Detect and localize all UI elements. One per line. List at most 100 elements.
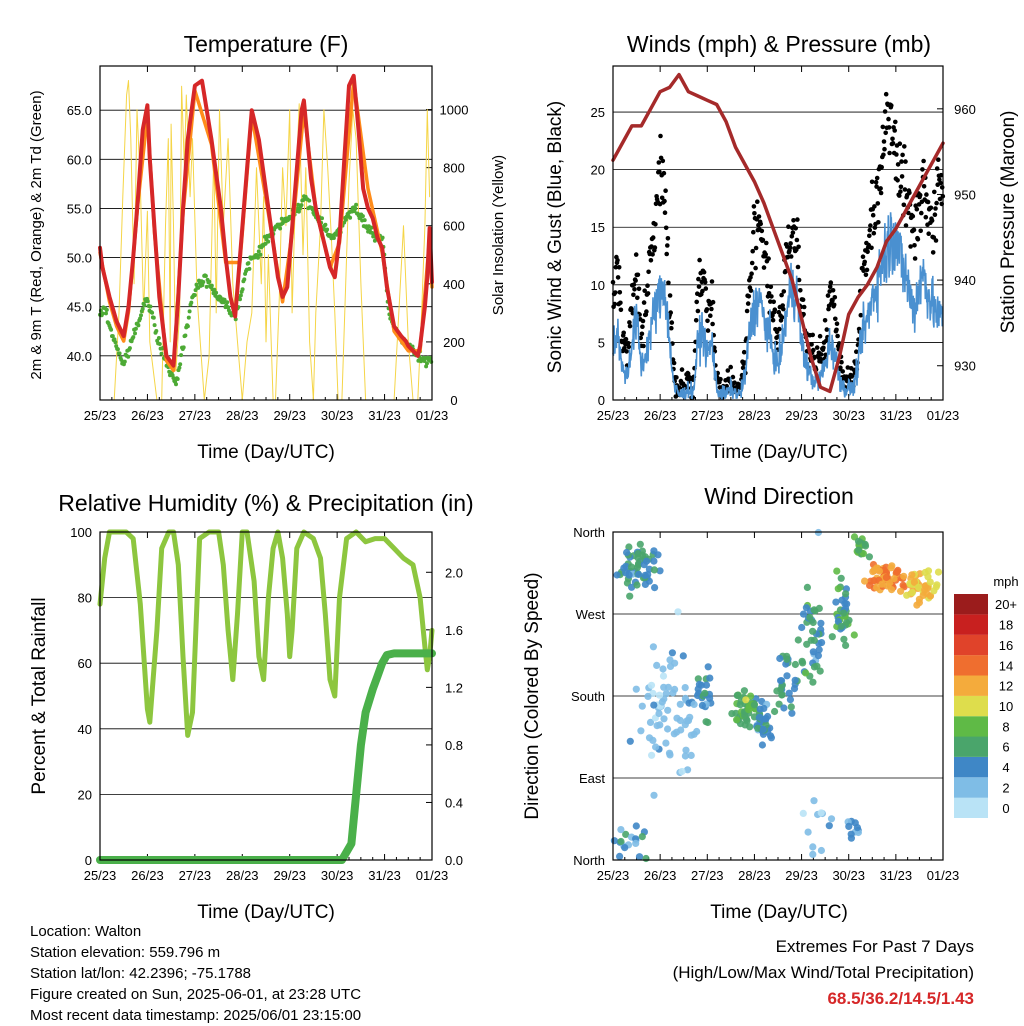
gust-point bbox=[695, 308, 701, 314]
dewpoint-point bbox=[145, 299, 150, 304]
dewpoint-point bbox=[212, 287, 217, 292]
wind-direction-point bbox=[632, 685, 640, 693]
dewpoint-point bbox=[138, 316, 143, 321]
gust-point bbox=[705, 328, 711, 333]
solar-ytick-label: 0 bbox=[450, 393, 457, 408]
gust-point bbox=[766, 256, 771, 261]
wind-direction-point bbox=[653, 661, 661, 670]
wind-direction-point bbox=[613, 571, 621, 579]
gust-point bbox=[663, 188, 668, 193]
gust-point bbox=[903, 223, 909, 228]
gust-point bbox=[666, 280, 671, 286]
gust-point bbox=[924, 192, 929, 197]
dewpoint-point bbox=[425, 361, 429, 366]
gust-point bbox=[794, 237, 800, 243]
gust-point bbox=[923, 214, 929, 220]
wind-direction-point bbox=[623, 548, 631, 557]
humidity-xtick-label: 29/23 bbox=[273, 868, 306, 883]
dewpoint-point bbox=[142, 303, 147, 308]
gust-point bbox=[938, 172, 944, 178]
winds-xtick-label: 01/23 bbox=[927, 408, 960, 423]
wind-direction-point bbox=[893, 568, 901, 576]
dewpoint-point bbox=[187, 309, 192, 314]
winds-xtick-label: 30/23 bbox=[832, 408, 865, 423]
gust-point bbox=[615, 257, 620, 263]
gust-point bbox=[617, 290, 623, 295]
wind-direction-point bbox=[649, 643, 658, 651]
gust-point bbox=[665, 243, 670, 248]
winds-pressure-panel: Winds (mph) & Pressure (mb) Time (Day/UT… bbox=[545, 31, 1019, 463]
gust-point bbox=[633, 252, 639, 257]
pressure-ytick-label: 960 bbox=[954, 102, 976, 117]
gust-point bbox=[900, 152, 905, 158]
gust-point bbox=[780, 303, 785, 308]
wind-direction-point bbox=[706, 674, 714, 682]
wind-direction-point bbox=[650, 701, 658, 709]
gust-point bbox=[769, 294, 774, 299]
gust-point bbox=[880, 124, 886, 130]
gust-point bbox=[664, 251, 669, 257]
gust-point bbox=[921, 184, 927, 189]
wind-direction-point bbox=[840, 635, 848, 643]
wind-direction-point bbox=[674, 608, 682, 616]
precip-ytick-label: 0.0 bbox=[445, 853, 463, 868]
gust-point bbox=[624, 349, 629, 354]
wind-direction-point bbox=[847, 830, 855, 838]
wind-direction-point bbox=[659, 672, 668, 680]
gust-point bbox=[824, 338, 829, 344]
dewpoint-point bbox=[200, 283, 205, 288]
gust-point bbox=[827, 284, 833, 290]
direction-ytick-label: West bbox=[576, 607, 606, 622]
gust-point bbox=[795, 264, 801, 270]
humidity-xlabel: Time (Day/UTC) bbox=[197, 902, 335, 923]
wind-direction-point bbox=[810, 797, 818, 805]
gust-point bbox=[886, 116, 891, 122]
gust-point bbox=[753, 265, 758, 271]
winds-xtick-label: 31/23 bbox=[880, 408, 913, 423]
wind-direction-point bbox=[678, 767, 686, 776]
colorbar-label: 20+ bbox=[995, 597, 1017, 612]
gust-point bbox=[763, 252, 768, 257]
extremes-values: 68.5/36.2/14.5/1.43 bbox=[827, 989, 974, 1008]
wind-direction-point bbox=[915, 599, 924, 607]
wind-direction-point bbox=[740, 687, 749, 695]
dewpoint-point bbox=[203, 274, 208, 278]
dewpoint-point bbox=[380, 235, 385, 240]
wind-direction-point bbox=[832, 598, 840, 606]
gust-point bbox=[671, 360, 677, 366]
wind-direction-point bbox=[648, 751, 656, 759]
wind-direction-point bbox=[677, 726, 685, 734]
station-pressure-line bbox=[611, 72, 945, 394]
wind-direction-point bbox=[854, 546, 863, 554]
gust-point bbox=[788, 254, 794, 259]
gust-point bbox=[745, 301, 751, 306]
wind-direction-point bbox=[908, 571, 916, 579]
wind-direction-point bbox=[632, 822, 640, 830]
gust-point bbox=[776, 309, 782, 315]
gust-point bbox=[796, 244, 801, 250]
wind-direction-point bbox=[621, 844, 629, 852]
gust-point bbox=[641, 343, 646, 349]
dewpoint-point bbox=[369, 225, 374, 230]
wind-direction-point bbox=[633, 581, 641, 589]
dewpoint-point bbox=[122, 359, 127, 364]
precip-ytick-label: 0.4 bbox=[445, 795, 463, 810]
dewpoint-point bbox=[278, 226, 283, 231]
wind-direction-point bbox=[890, 575, 898, 583]
gust-point bbox=[929, 218, 935, 223]
gust-point bbox=[864, 267, 870, 273]
gust-point bbox=[824, 327, 830, 332]
temperature-xtick-label: 25/23 bbox=[84, 408, 117, 423]
wind-direction-point bbox=[791, 660, 800, 669]
gust-point bbox=[791, 218, 796, 223]
colorbar-swatch bbox=[954, 797, 988, 818]
temperature-xtick-label: 29/23 bbox=[273, 408, 306, 423]
gust-point bbox=[934, 166, 940, 171]
humidity-ytick-label: 0 bbox=[85, 853, 92, 868]
gust-point bbox=[669, 320, 675, 325]
gust-point bbox=[865, 249, 870, 255]
gust-point bbox=[872, 204, 877, 209]
wind-direction-point bbox=[809, 627, 817, 635]
location-text: Location: Walton bbox=[30, 923, 142, 940]
wind-direction-point bbox=[778, 691, 786, 699]
